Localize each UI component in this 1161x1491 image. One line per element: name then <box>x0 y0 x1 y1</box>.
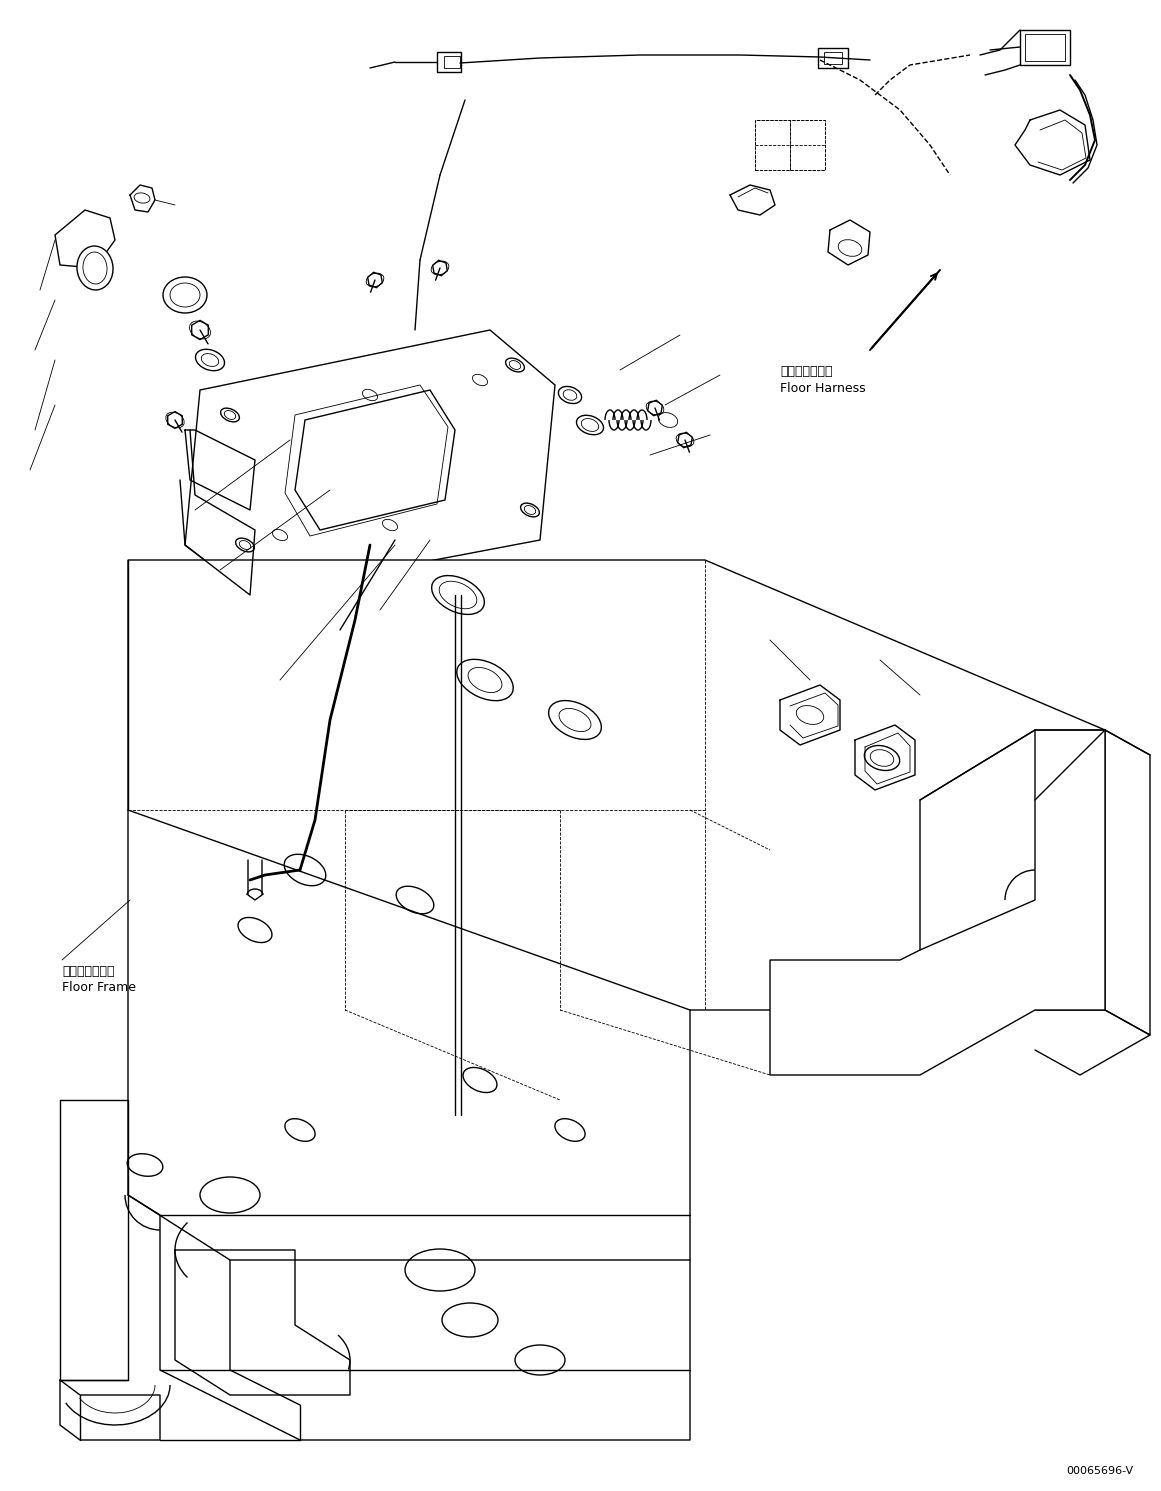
Text: フロアハーネス: フロアハーネス <box>780 365 832 379</box>
Ellipse shape <box>77 246 113 289</box>
Bar <box>755 119 789 170</box>
Polygon shape <box>368 273 382 288</box>
Ellipse shape <box>864 746 900 771</box>
Text: フロアフレーム: フロアフレーム <box>62 965 115 978</box>
Ellipse shape <box>577 416 604 435</box>
Text: Floor Harness: Floor Harness <box>780 382 866 395</box>
Bar <box>819 48 848 69</box>
Polygon shape <box>648 400 662 416</box>
Bar <box>755 119 825 170</box>
Text: 00065696-V: 00065696-V <box>1066 1466 1133 1476</box>
Polygon shape <box>1105 731 1151 1035</box>
Polygon shape <box>295 391 455 529</box>
Bar <box>1025 34 1065 61</box>
Polygon shape <box>128 561 1105 1009</box>
Bar <box>824 52 842 64</box>
Polygon shape <box>770 731 1105 1075</box>
Bar <box>437 52 461 72</box>
Polygon shape <box>678 432 692 447</box>
Bar <box>444 57 460 69</box>
Ellipse shape <box>163 277 207 313</box>
Bar <box>789 119 825 170</box>
Polygon shape <box>433 261 447 276</box>
Ellipse shape <box>432 576 484 614</box>
Polygon shape <box>55 210 115 268</box>
Polygon shape <box>192 321 208 340</box>
Polygon shape <box>167 412 182 428</box>
Text: Floor Frame: Floor Frame <box>62 981 136 994</box>
Bar <box>1021 30 1070 66</box>
Polygon shape <box>185 330 555 595</box>
